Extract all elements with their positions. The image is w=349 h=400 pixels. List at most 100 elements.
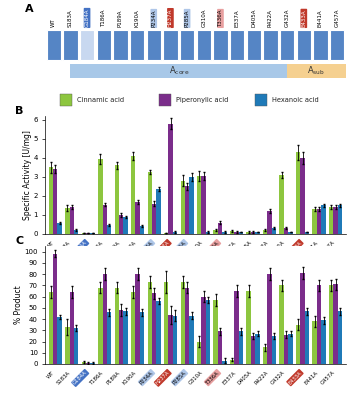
Bar xyxy=(197,342,201,364)
Bar xyxy=(69,292,74,364)
Bar xyxy=(230,30,244,60)
Bar xyxy=(156,189,161,234)
Bar xyxy=(267,274,272,364)
Bar xyxy=(206,232,210,234)
Bar xyxy=(313,30,328,60)
Bar xyxy=(90,363,95,364)
Text: S183A: S183A xyxy=(56,240,72,256)
Text: G184A: G184A xyxy=(72,370,88,386)
Bar xyxy=(82,362,86,364)
Bar xyxy=(74,328,79,364)
Bar xyxy=(247,30,261,60)
Text: Piperonylic acid: Piperonylic acid xyxy=(176,97,228,103)
Text: P234A: P234A xyxy=(151,10,156,27)
Text: WT: WT xyxy=(46,370,55,380)
Bar xyxy=(147,30,161,60)
Bar xyxy=(272,336,276,364)
Bar xyxy=(103,274,107,364)
Text: G184A: G184A xyxy=(84,9,90,27)
Bar xyxy=(267,211,272,234)
Text: T186A: T186A xyxy=(89,240,105,256)
Bar xyxy=(131,156,135,234)
Text: Cinnamic acid: Cinnamic acid xyxy=(77,97,124,103)
Bar xyxy=(312,209,317,234)
Text: WT: WT xyxy=(46,240,55,250)
Bar xyxy=(312,321,317,364)
Text: A$_{\rm sub}$: A$_{\rm sub}$ xyxy=(307,65,325,78)
Bar xyxy=(58,317,62,364)
Text: E337A: E337A xyxy=(221,240,237,255)
Bar xyxy=(131,292,135,364)
Text: P234A: P234A xyxy=(139,370,154,385)
Bar xyxy=(164,282,169,364)
Bar xyxy=(114,166,119,234)
Text: P234A: P234A xyxy=(139,240,154,255)
Bar xyxy=(330,30,344,60)
Text: R422A: R422A xyxy=(268,9,273,27)
Bar xyxy=(284,228,288,234)
Bar xyxy=(107,226,111,234)
Text: H237A: H237A xyxy=(168,9,173,27)
Bar xyxy=(140,312,144,364)
Bar xyxy=(185,288,190,364)
Bar xyxy=(263,30,278,60)
Bar xyxy=(218,222,222,234)
Text: G457A: G457A xyxy=(320,370,336,386)
Text: D405A: D405A xyxy=(251,9,256,27)
Bar xyxy=(152,204,156,234)
Text: B: B xyxy=(15,106,24,116)
Bar xyxy=(305,232,309,234)
Bar xyxy=(148,282,152,364)
Bar xyxy=(98,288,103,364)
Bar xyxy=(173,232,177,234)
Text: S183A: S183A xyxy=(68,10,73,27)
Text: P189A: P189A xyxy=(106,370,121,385)
Bar xyxy=(305,311,309,364)
Bar xyxy=(300,273,305,364)
Bar xyxy=(329,285,333,364)
Text: P189A: P189A xyxy=(118,10,123,27)
Text: P285A: P285A xyxy=(185,10,190,27)
Bar xyxy=(130,30,144,60)
Bar xyxy=(185,186,190,234)
Text: T336A: T336A xyxy=(205,370,220,385)
Bar xyxy=(246,291,251,364)
Bar xyxy=(288,232,293,234)
Text: G184A: G184A xyxy=(72,240,88,256)
Bar xyxy=(288,334,293,364)
Bar xyxy=(53,169,58,234)
Bar xyxy=(114,288,119,364)
Bar xyxy=(280,285,284,364)
Bar xyxy=(280,175,284,234)
Bar xyxy=(235,291,239,364)
Bar xyxy=(239,332,243,364)
Bar xyxy=(197,176,201,234)
Text: K190A: K190A xyxy=(122,240,138,256)
Bar xyxy=(82,233,86,234)
Bar xyxy=(97,30,111,60)
Bar xyxy=(70,64,287,78)
Bar xyxy=(255,232,260,234)
Bar xyxy=(164,233,169,234)
Text: T336A: T336A xyxy=(218,10,223,27)
Text: S183A: S183A xyxy=(56,370,72,386)
Bar xyxy=(297,30,311,60)
Text: E441A: E441A xyxy=(318,10,323,27)
Bar xyxy=(251,336,255,364)
Bar xyxy=(80,30,94,60)
Y-axis label: Specific Activity [U/mg]: Specific Activity [U/mg] xyxy=(23,130,32,220)
Text: E433A: E433A xyxy=(287,370,303,385)
Bar xyxy=(124,217,128,234)
Text: P285A: P285A xyxy=(172,240,187,255)
Bar xyxy=(60,94,72,106)
Bar xyxy=(135,202,140,234)
Bar xyxy=(206,300,210,364)
Bar xyxy=(119,310,124,364)
Bar xyxy=(190,177,194,234)
Text: E433A: E433A xyxy=(301,10,306,27)
Bar xyxy=(53,254,58,364)
Text: G432A: G432A xyxy=(285,9,290,27)
Bar xyxy=(90,233,95,234)
Bar xyxy=(317,209,321,234)
Text: T186A: T186A xyxy=(101,10,106,27)
